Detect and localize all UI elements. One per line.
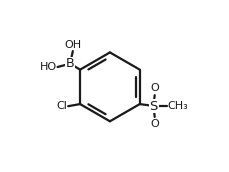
Text: S: S — [149, 100, 157, 112]
Text: HO: HO — [40, 62, 57, 72]
Text: Cl: Cl — [56, 101, 67, 111]
Text: O: O — [150, 83, 158, 94]
Text: OH: OH — [64, 40, 81, 50]
Text: B: B — [65, 57, 74, 70]
Text: O: O — [150, 119, 158, 129]
Text: CH₃: CH₃ — [167, 101, 188, 111]
